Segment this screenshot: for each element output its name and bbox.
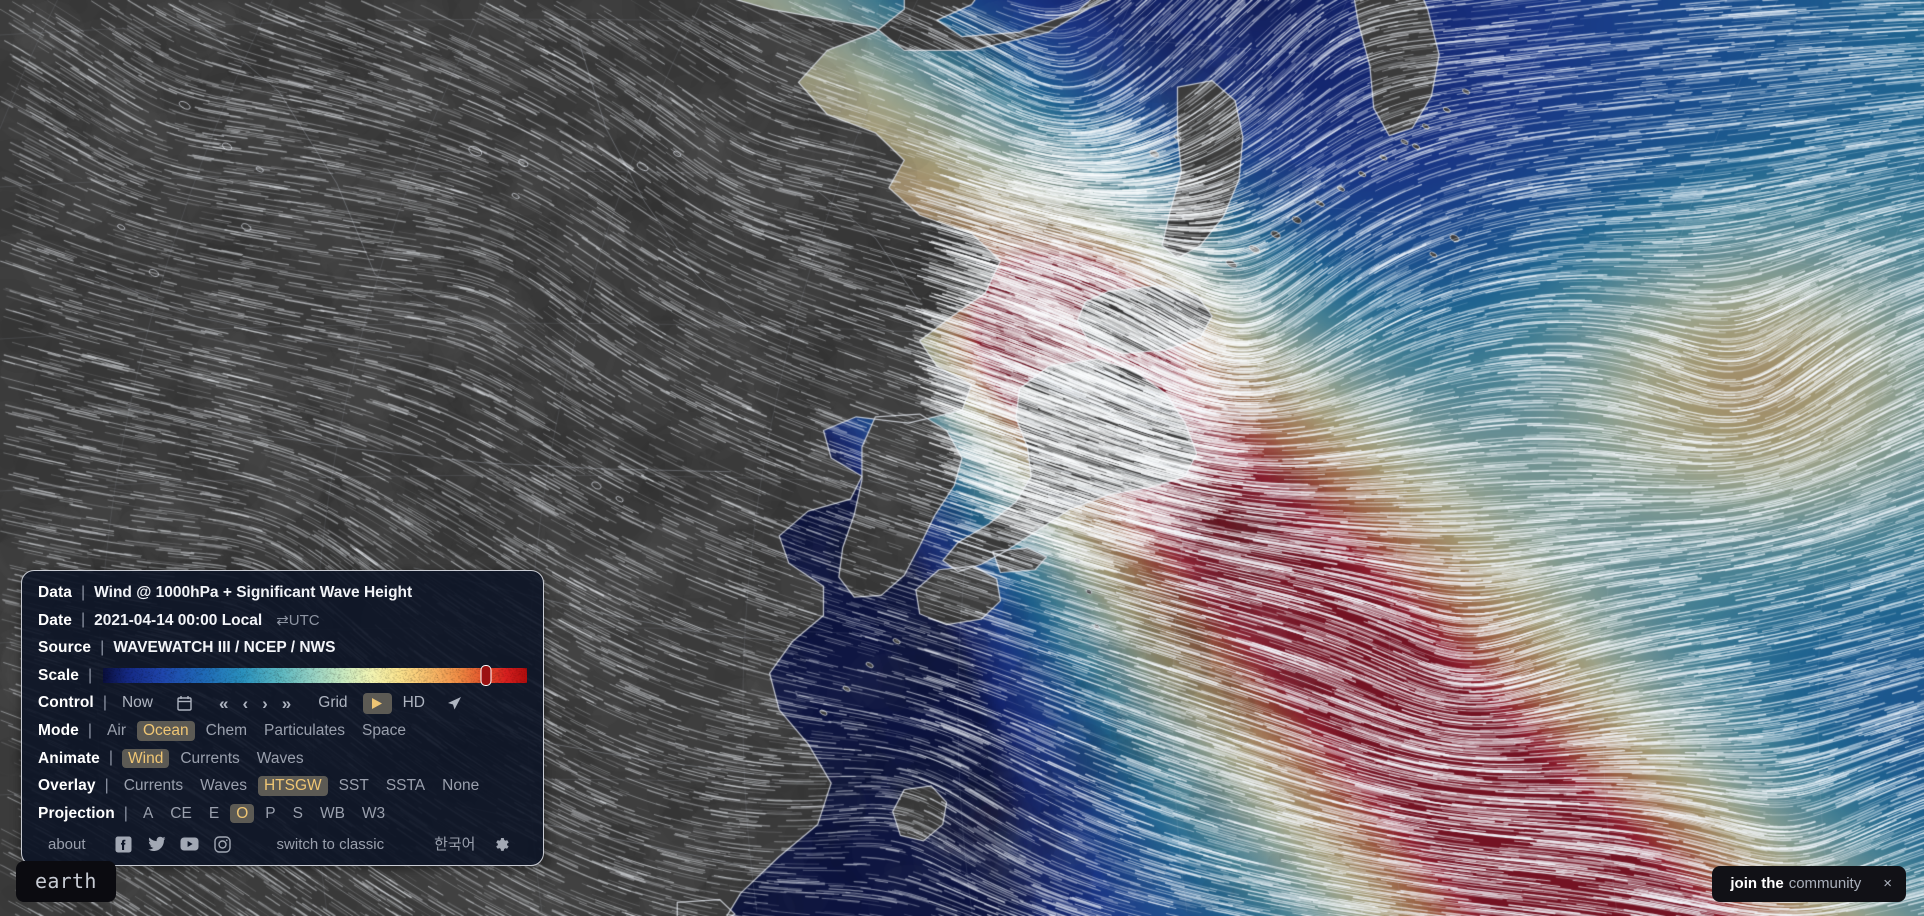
projection-option-o[interactable]: O — [230, 804, 254, 824]
animate-option-currents[interactable]: Currents — [174, 749, 245, 769]
panel-footer: about — [38, 832, 527, 856]
control-panel: Data | Wind @ 1000hPa + Significant Wave… — [21, 570, 544, 866]
mode-option-air[interactable]: Air — [101, 721, 132, 741]
step-forward-button[interactable]: › — [255, 695, 275, 712]
projection-option-a[interactable]: A — [137, 804, 159, 824]
separator: | — [103, 695, 107, 711]
animate-option-waves[interactable]: Waves — [251, 749, 310, 769]
row-overlay: Overlay | Currents Waves HTSGW SST SSTA … — [38, 775, 527, 797]
date-value: 2021-04-14 00:00 Local — [94, 613, 262, 629]
step-back-button[interactable]: ‹ — [235, 695, 255, 712]
separator: | — [88, 723, 92, 739]
row-animate: Animate | Wind Currents Waves — [38, 748, 527, 770]
overlay-option-waves[interactable]: Waves — [194, 776, 253, 796]
separator: | — [100, 640, 104, 656]
projection-option-s[interactable]: S — [287, 804, 309, 824]
overlay-option-htsgw[interactable]: HTSGW — [258, 776, 328, 796]
control-label: Control — [38, 695, 94, 711]
separator: | — [81, 585, 85, 601]
separator: | — [109, 750, 113, 766]
projection-option-e[interactable]: E — [203, 804, 225, 824]
twitter-icon[interactable] — [147, 834, 167, 854]
overlay-option-none[interactable]: None — [436, 776, 485, 796]
about-link[interactable]: about — [48, 837, 86, 852]
overlay-option-ssta[interactable]: SSTA — [380, 776, 431, 796]
separator: | — [105, 778, 109, 794]
overlay-label: Overlay — [38, 778, 96, 794]
community-banner-strong[interactable]: join the — [1730, 875, 1783, 892]
projection-option-wb[interactable]: WB — [314, 804, 351, 824]
source-value: WAVEWATCH III / NCEP / NWS — [113, 640, 335, 656]
overlay-option-sst[interactable]: SST — [333, 776, 375, 796]
language-link[interactable]: 한국어 — [434, 837, 475, 852]
projection-label: Projection — [38, 806, 115, 822]
earth-logo-button[interactable]: earth — [16, 861, 116, 902]
now-button[interactable]: Now — [116, 693, 159, 713]
navigation-arrow-icon[interactable] — [444, 693, 466, 713]
scale-label: Scale — [38, 668, 79, 684]
play-icon[interactable] — [363, 693, 392, 714]
row-scale: Scale | — [38, 665, 527, 687]
row-source: Source | WAVEWATCH III / NCEP / NWS — [38, 637, 527, 659]
source-label: Source — [38, 640, 91, 656]
animate-option-wind[interactable]: Wind — [122, 749, 169, 769]
instagram-icon[interactable] — [213, 834, 233, 854]
mode-option-ocean[interactable]: Ocean — [137, 721, 195, 741]
projection-option-ce[interactable]: CE — [164, 804, 198, 824]
community-banner-soft[interactable]: community — [1789, 875, 1862, 892]
separator: | — [88, 668, 92, 684]
row-projection: Projection | A CE E O P S WB W3 — [38, 803, 527, 825]
skip-forward-button[interactable]: » — [275, 695, 298, 712]
grid-toggle[interactable]: Grid — [312, 693, 353, 713]
utc-toggle-button[interactable]: ⇄UTC — [276, 613, 319, 628]
facebook-icon[interactable] — [114, 834, 134, 854]
close-icon[interactable]: × — [1883, 876, 1892, 891]
date-label: Date — [38, 613, 72, 629]
data-value: Wind @ 1000hPa + Significant Wave Height — [94, 585, 412, 601]
separator: | — [81, 612, 85, 628]
projection-option-w3[interactable]: W3 — [356, 804, 391, 824]
mode-label: Mode — [38, 723, 79, 739]
switch-to-classic-link[interactable]: switch to classic — [277, 837, 385, 852]
mode-option-space[interactable]: Space — [356, 721, 412, 741]
scale-bar-wrapper[interactable] — [103, 668, 527, 683]
community-banner: join the community × — [1712, 866, 1906, 902]
gear-icon[interactable] — [491, 834, 511, 854]
data-label: Data — [38, 585, 72, 601]
color-scale-gradient[interactable] — [103, 668, 527, 683]
overlay-option-currents[interactable]: Currents — [118, 776, 189, 796]
youtube-icon[interactable] — [180, 834, 200, 854]
row-control: Control | Now « ‹ › » Grid HD — [38, 692, 527, 714]
separator: | — [124, 806, 128, 822]
mode-option-chem[interactable]: Chem — [200, 721, 253, 741]
mode-option-particulates[interactable]: Particulates — [258, 721, 351, 741]
row-mode: Mode | Air Ocean Chem Particulates Space — [38, 720, 527, 742]
skip-back-button[interactable]: « — [212, 695, 235, 712]
row-date: Date | 2021-04-14 00:00 Local ⇄UTC — [38, 610, 527, 632]
row-data: Data | Wind @ 1000hPa + Significant Wave… — [38, 582, 527, 604]
projection-option-p[interactable]: P — [259, 804, 281, 824]
animate-label: Animate — [38, 751, 100, 767]
scale-marker-handle[interactable] — [481, 665, 492, 686]
calendar-icon[interactable] — [174, 693, 196, 713]
earth-visualization-root: Data | Wind @ 1000hPa + Significant Wave… — [0, 0, 1924, 916]
hd-toggle[interactable]: HD — [397, 693, 431, 713]
